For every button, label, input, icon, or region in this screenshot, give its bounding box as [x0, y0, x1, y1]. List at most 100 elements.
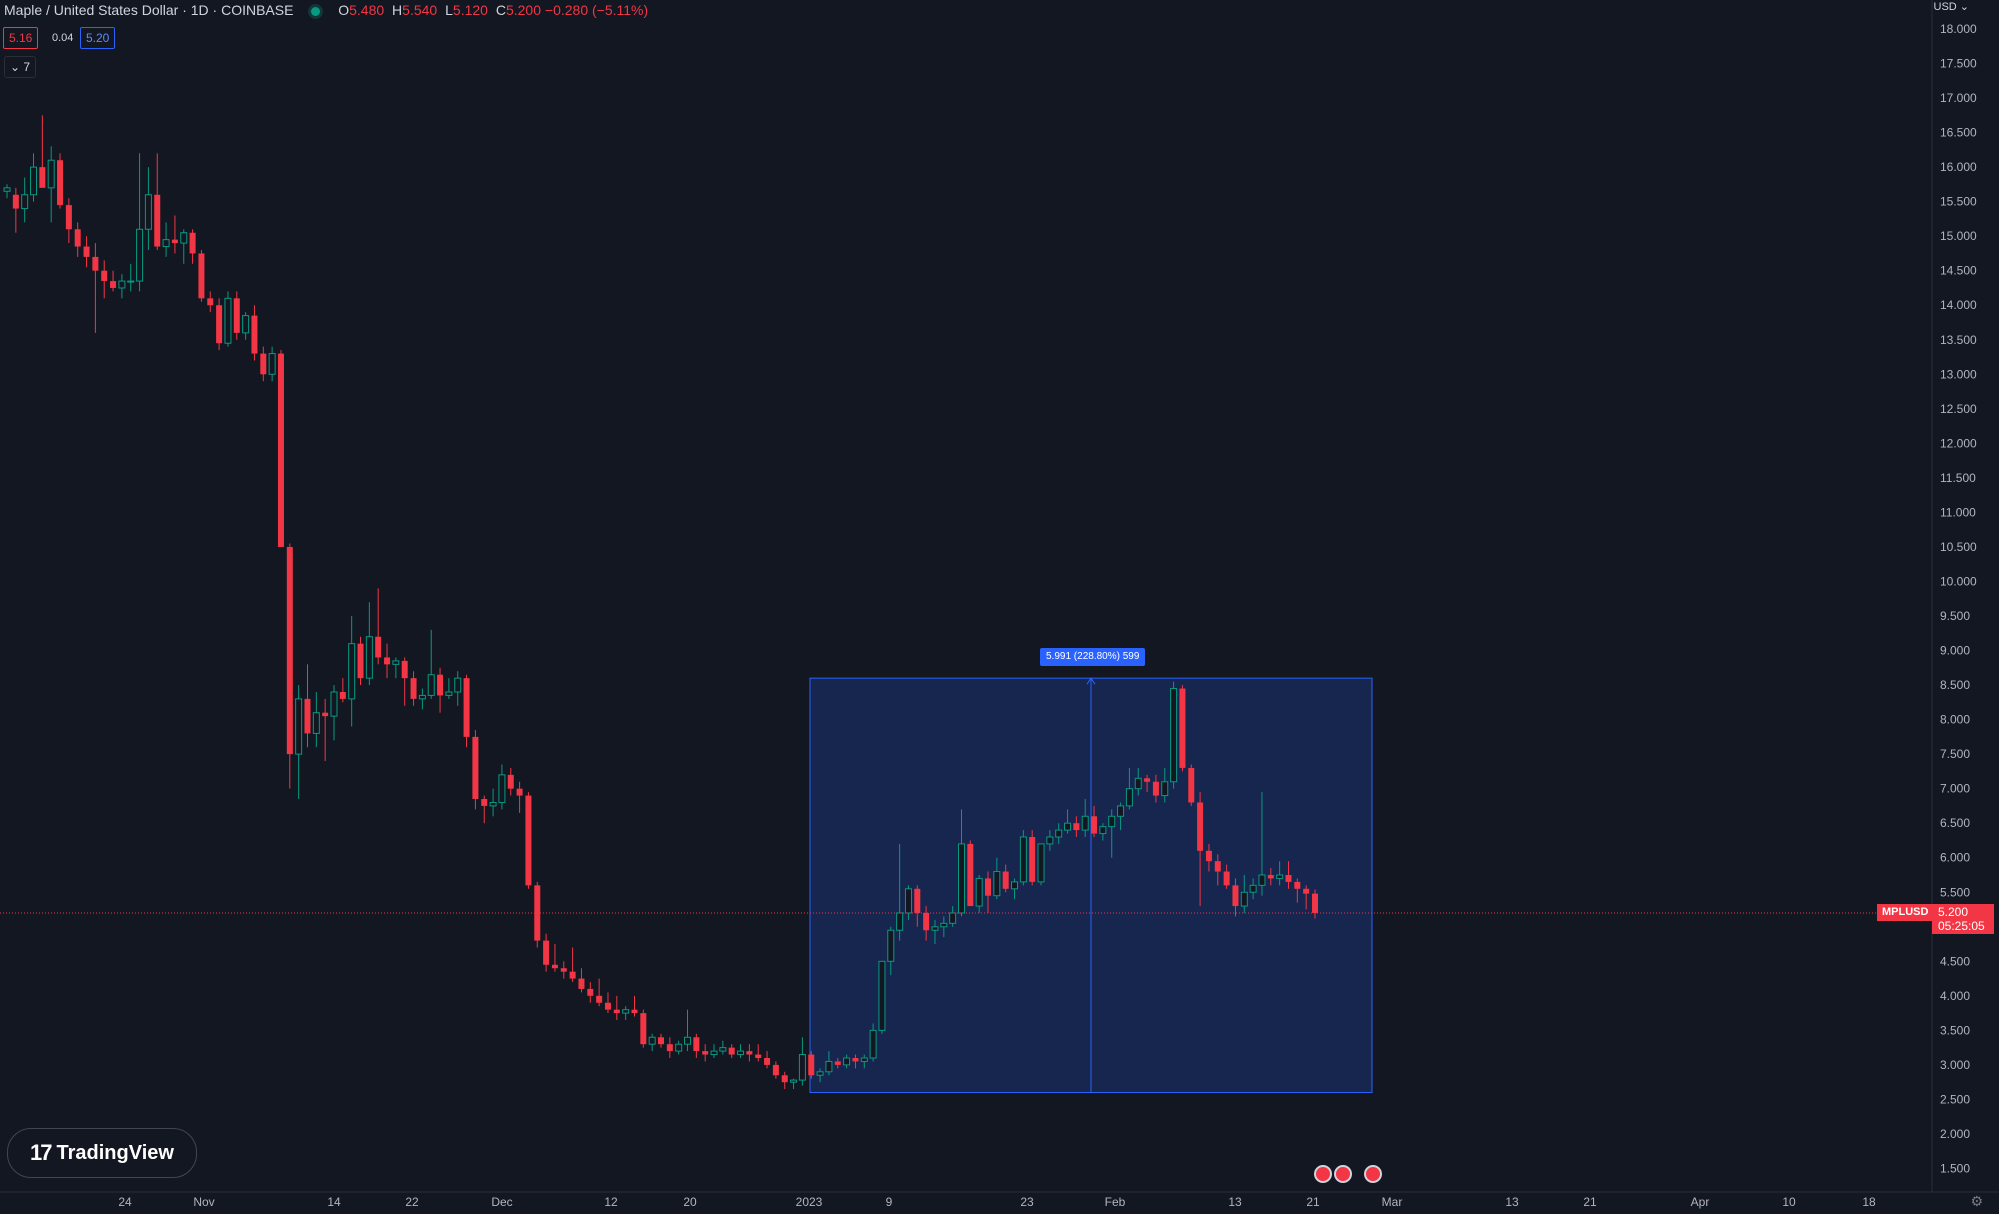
candle[interactable] — [587, 982, 594, 1003]
candle[interactable] — [339, 678, 346, 703]
candle[interactable] — [1002, 864, 1009, 893]
candle[interactable] — [940, 916, 948, 938]
candle[interactable] — [57, 153, 64, 209]
candle[interactable] — [233, 291, 240, 340]
candle[interactable] — [1197, 792, 1204, 907]
candle[interactable] — [957, 809, 965, 917]
candle[interactable] — [304, 664, 311, 748]
candle[interactable] — [83, 236, 90, 268]
gear-icon[interactable]: ⚙ — [1970, 1193, 1983, 1209]
candle[interactable] — [12, 187, 19, 233]
candle[interactable] — [489, 788, 497, 817]
candle[interactable] — [578, 968, 585, 993]
candle[interactable] — [1152, 774, 1159, 803]
candle[interactable] — [277, 350, 284, 547]
candle[interactable] — [348, 616, 356, 727]
candle[interactable] — [375, 588, 382, 665]
candle[interactable] — [118, 274, 126, 299]
candle[interactable] — [216, 298, 223, 351]
candle[interactable] — [702, 1044, 709, 1062]
candle[interactable] — [596, 978, 603, 1007]
candle[interactable] — [198, 249, 205, 302]
candle[interactable] — [728, 1044, 735, 1058]
candle[interactable] — [330, 685, 338, 741]
candle[interactable] — [1144, 774, 1151, 793]
candle[interactable] — [896, 843, 904, 941]
candle[interactable] — [1294, 878, 1301, 903]
candle[interactable] — [869, 1023, 877, 1062]
indicators-toggle-button[interactable]: ⌄ 7 — [4, 56, 36, 78]
candle[interactable] — [3, 184, 11, 199]
candle[interactable] — [21, 177, 29, 223]
candle[interactable] — [1285, 861, 1292, 889]
candle[interactable] — [604, 992, 611, 1014]
candle[interactable] — [737, 1044, 745, 1058]
candle[interactable] — [92, 243, 99, 333]
candle[interactable] — [384, 643, 391, 679]
candle[interactable] — [931, 919, 939, 945]
candle[interactable] — [808, 1051, 815, 1079]
candle[interactable] — [852, 1054, 859, 1069]
candle[interactable] — [47, 146, 55, 223]
candle[interactable] — [648, 1033, 656, 1052]
candle[interactable] — [365, 602, 373, 686]
candle[interactable] — [154, 153, 161, 250]
sell-price-button[interactable]: 5.16 — [3, 27, 39, 49]
symbol-legend[interactable]: Maple / United States Dollar · 1D · COIN… — [4, 2, 648, 18]
candle[interactable] — [127, 263, 135, 292]
candle[interactable] — [569, 947, 576, 983]
candle[interactable] — [516, 781, 523, 813]
candle[interactable] — [1170, 681, 1178, 789]
candle[interactable] — [781, 1071, 788, 1090]
candle[interactable] — [180, 229, 188, 264]
candle[interactable] — [1179, 685, 1186, 772]
candle[interactable] — [171, 215, 178, 254]
candle[interactable] — [1081, 799, 1089, 838]
candle[interactable] — [878, 960, 886, 1034]
tradingview-logo[interactable]: 17 TradingView — [7, 1128, 197, 1178]
candle[interactable] — [1019, 830, 1027, 886]
candle[interactable] — [764, 1051, 771, 1069]
candle[interactable] — [1064, 809, 1072, 834]
candle[interactable] — [1046, 830, 1054, 851]
candle[interactable] — [207, 291, 214, 313]
us-event-flag-icon[interactable] — [1314, 1165, 1332, 1183]
symbol-title[interactable]: Maple / United States Dollar · 1D · COIN… — [4, 2, 294, 18]
candle[interactable] — [445, 678, 453, 699]
candle[interactable] — [798, 1037, 806, 1086]
candle[interactable] — [1214, 854, 1221, 886]
candle[interactable] — [189, 229, 196, 264]
candle[interactable] — [224, 291, 232, 347]
candle[interactable] — [1011, 878, 1019, 900]
candle[interactable] — [640, 1009, 647, 1048]
candle[interactable] — [684, 1009, 692, 1052]
candle[interactable] — [427, 629, 435, 699]
candle[interactable] — [463, 674, 470, 748]
candle[interactable] — [772, 1061, 779, 1079]
candle[interactable] — [1240, 874, 1248, 913]
candle[interactable] — [719, 1040, 727, 1055]
market-status-icon[interactable] — [311, 6, 321, 16]
candle[interactable] — [1258, 792, 1266, 896]
candle[interactable] — [1099, 823, 1107, 841]
candle[interactable] — [1091, 805, 1098, 838]
candle[interactable] — [1125, 767, 1133, 810]
candle[interactable] — [993, 857, 1001, 900]
candle[interactable] — [967, 840, 974, 907]
candle[interactable] — [1161, 767, 1169, 803]
candle[interactable] — [746, 1044, 753, 1062]
candle[interactable] — [1276, 861, 1284, 886]
candle[interactable] — [101, 260, 108, 299]
candle[interactable] — [322, 698, 329, 762]
candle[interactable] — [755, 1044, 762, 1062]
candle[interactable] — [693, 1033, 700, 1058]
candle[interactable] — [560, 961, 567, 979]
candle[interactable] — [843, 1054, 851, 1069]
candle[interactable] — [975, 874, 983, 913]
candle[interactable] — [949, 906, 957, 927]
candle[interactable] — [1073, 816, 1080, 838]
candle[interactable] — [39, 115, 46, 188]
candle[interactable] — [525, 792, 532, 889]
candle[interactable] — [1029, 830, 1036, 886]
